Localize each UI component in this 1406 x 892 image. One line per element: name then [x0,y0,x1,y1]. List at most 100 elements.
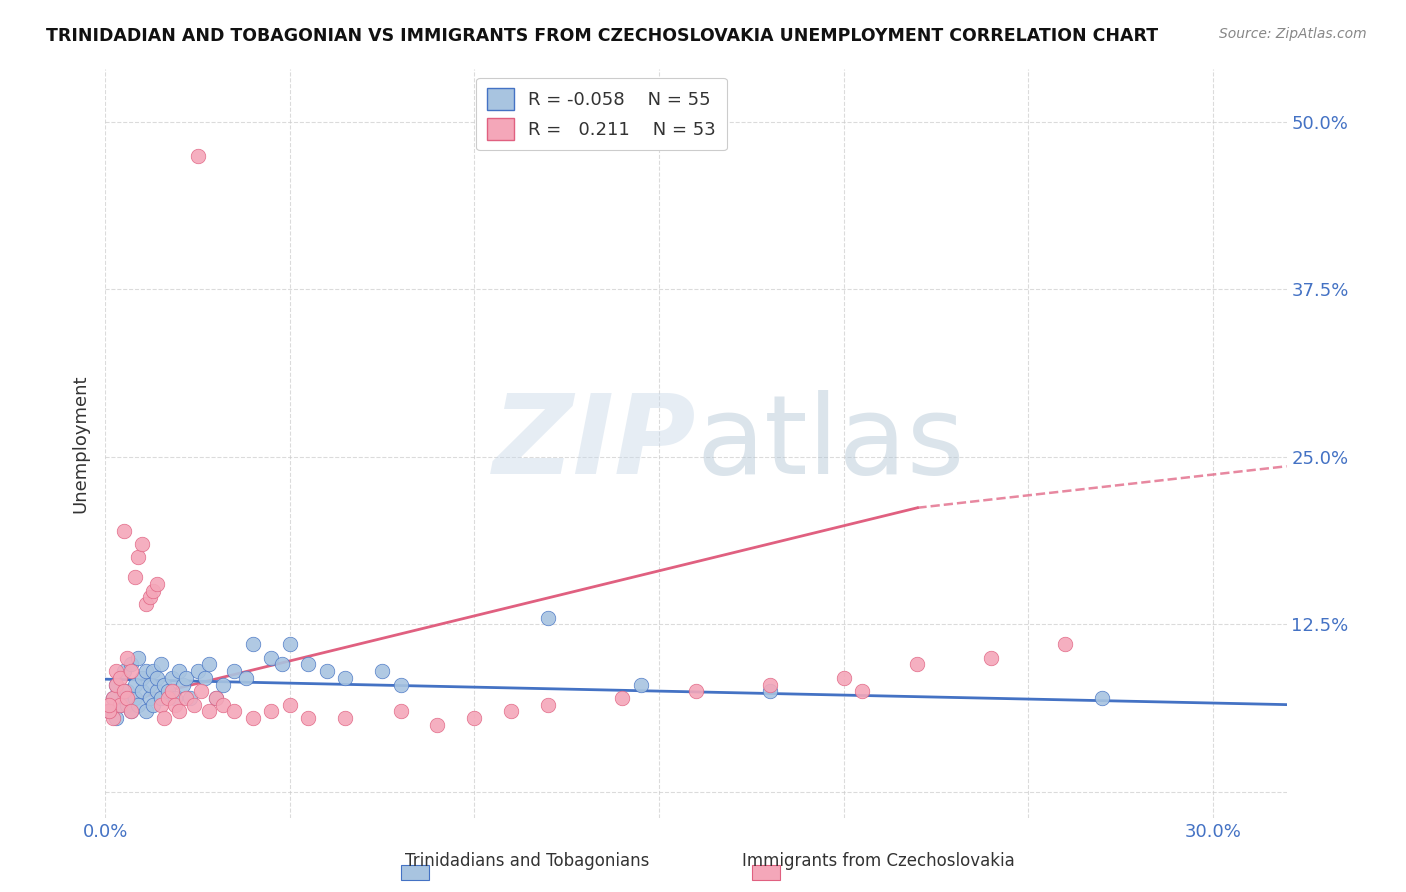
Point [389,677,412,691]
Text: Immigrants from Czechoslovakia: Immigrants from Czechoslovakia [742,852,1015,870]
Point [205,690,228,705]
Point [224,704,246,718]
Point [135,597,157,611]
Point [371,664,394,678]
Point [183,698,205,712]
Point [135,664,157,678]
Point [101,690,124,705]
Point [117,690,139,705]
Point [142,664,165,678]
Point [127,698,149,712]
Point [101,711,124,725]
Point [197,657,219,672]
Point [146,577,169,591]
Point [501,704,523,718]
Point [186,148,208,162]
Point [156,690,179,705]
Point [120,704,142,718]
Point [335,671,357,685]
Point [176,671,198,685]
Point [905,657,928,672]
Text: ZIP: ZIP [492,390,696,497]
Point [131,537,153,551]
Point [165,690,187,705]
Point [105,677,128,691]
Point [105,677,128,691]
Point [156,684,179,698]
Point [149,698,172,712]
Point [212,698,235,712]
Text: Trinidadians and Tobagonians: Trinidadians and Tobagonians [405,852,650,870]
Point [980,650,1002,665]
Point [108,698,131,712]
Point [212,677,235,691]
Point [832,671,855,685]
Point [108,671,131,685]
Point [278,698,301,712]
Point [149,690,172,705]
Point [630,677,652,691]
Point [105,664,128,678]
Point [186,664,208,678]
Point [260,650,283,665]
Point [108,698,131,712]
Point [242,711,264,725]
Point [112,524,135,538]
Point [389,704,412,718]
Point [112,664,135,678]
Point [117,684,139,698]
Point [235,671,257,685]
Point [124,677,146,691]
Legend: R = -0.058    N = 55, R =   0.211    N = 53: R = -0.058 N = 55, R = 0.211 N = 53 [475,78,727,151]
Point [97,698,120,712]
Point [463,711,485,725]
Point [426,717,449,731]
Point [167,664,190,678]
Point [146,671,169,685]
Point [179,690,201,705]
Point [194,671,217,685]
Point [190,684,212,698]
Point [297,657,319,672]
Point [537,698,560,712]
Point [172,677,194,691]
Point [117,698,139,712]
Point [242,637,264,651]
Point [205,690,228,705]
Point [101,690,124,705]
Point [97,704,120,718]
Text: atlas: atlas [696,390,965,497]
Point [149,657,172,672]
Point [758,684,780,698]
Y-axis label: Unemployment: Unemployment [72,375,89,513]
Point [97,704,120,718]
Point [135,704,157,718]
Point [138,591,160,605]
Point [142,583,165,598]
Text: TRINIDADIAN AND TOBAGONIAN VS IMMIGRANTS FROM CZECHOSLOVAKIA UNEMPLOYMENT CORREL: TRINIDADIAN AND TOBAGONIAN VS IMMIGRANTS… [46,27,1159,45]
Point [120,664,142,678]
Point [1054,637,1077,651]
Point [685,684,707,698]
Point [117,650,139,665]
Point [112,684,135,698]
Point [124,570,146,584]
Point [153,677,176,691]
Point [758,677,780,691]
Point [176,690,198,705]
Point [165,698,187,712]
Point [112,690,135,705]
Point [105,711,128,725]
Point [160,671,183,685]
Point [260,704,283,718]
Point [315,664,337,678]
Point [271,657,294,672]
Text: Source: ZipAtlas.com: Source: ZipAtlas.com [1219,27,1367,41]
Point [1091,690,1114,705]
Point [127,550,149,565]
Point [138,677,160,691]
Point [131,684,153,698]
Point [146,684,169,698]
Point [120,657,142,672]
Point [224,664,246,678]
